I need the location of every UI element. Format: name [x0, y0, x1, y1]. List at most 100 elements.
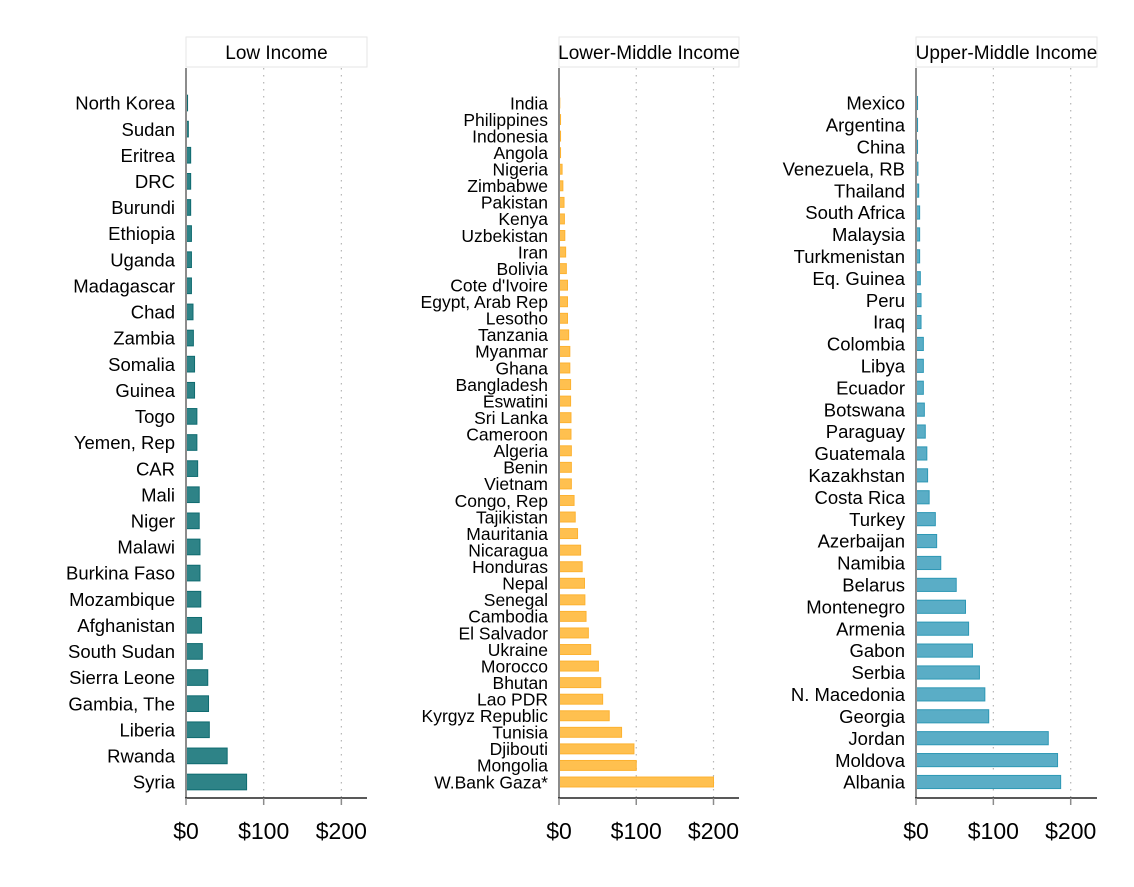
- category-label: China: [857, 136, 906, 157]
- bar: [185, 564, 201, 582]
- panel-title: Upper-Middle Income: [916, 43, 1098, 64]
- category-label: Cameroon: [466, 425, 548, 445]
- category-label: Rwanda: [107, 746, 176, 767]
- bar: [915, 665, 980, 680]
- category-label: Yemen, Rep: [74, 432, 175, 453]
- category-label: Mozambique: [69, 589, 175, 610]
- category-label: Venezuela, RB: [783, 158, 905, 179]
- bar: [558, 743, 635, 755]
- bar: [915, 446, 928, 461]
- category-label: Ethiopia: [108, 223, 176, 244]
- x-tick-label: $100: [611, 818, 662, 844]
- panel-header-box: [185, 36, 368, 68]
- category-label: Senegal: [484, 590, 548, 610]
- bar: [185, 538, 201, 556]
- bar: [558, 478, 572, 490]
- bar: [558, 577, 585, 589]
- panel-1: Low Income North Korea Sudan Eritrea DRC Buru…: [66, 36, 368, 844]
- category-label: Albania: [843, 772, 905, 793]
- category-label: Thailand: [834, 180, 905, 201]
- panel-title: Lower-Middle Income: [558, 43, 740, 64]
- category-label: Morocco: [481, 656, 548, 676]
- category-label: Turkmenistan: [794, 246, 905, 267]
- category-label: Botswana: [824, 399, 906, 420]
- bar: [915, 424, 926, 439]
- bar: [915, 533, 938, 549]
- bar: [558, 312, 568, 324]
- bar: [185, 721, 210, 739]
- category-label: Argentina: [826, 115, 906, 136]
- category-label: Eswatini: [483, 391, 548, 411]
- bar: [915, 402, 925, 417]
- category-label: Angola: [494, 143, 549, 163]
- category-label: Honduras: [472, 557, 548, 577]
- category-label: Niger: [131, 511, 175, 532]
- bar: [185, 747, 228, 765]
- bar: [558, 412, 572, 424]
- category-label: Moldova: [835, 750, 906, 771]
- bar: [558, 296, 568, 308]
- bar: [558, 693, 604, 705]
- category-label: Lao PDR: [477, 689, 548, 709]
- category-label: Madagascar: [73, 275, 175, 296]
- category-label: Congo, Rep: [455, 491, 548, 511]
- panel-title: Low Income: [225, 43, 327, 64]
- category-label: Sierra Leone: [69, 667, 175, 688]
- bar: [558, 759, 637, 771]
- category-label: Montenegro: [806, 596, 905, 617]
- category-label: Uganda: [110, 249, 176, 270]
- bar: [558, 428, 572, 440]
- bar: [185, 669, 209, 686]
- category-label: Syria: [133, 772, 176, 793]
- category-label: South Africa: [805, 202, 905, 223]
- category-label: Myanmar: [475, 342, 548, 362]
- bar: [558, 660, 599, 672]
- bar: [558, 263, 567, 275]
- category-label: Eritrea: [121, 145, 176, 166]
- bar: [558, 644, 592, 655]
- bar: [915, 753, 1059, 768]
- bar: [915, 468, 929, 483]
- category-label: Burundi: [111, 197, 175, 218]
- bar: [185, 590, 202, 608]
- category-label: Kenya: [498, 209, 548, 229]
- x-tick-label: $100: [968, 818, 1019, 844]
- category-label: W.Bank Gaza*: [434, 772, 548, 792]
- bar: [558, 461, 572, 473]
- bar: [185, 355, 196, 373]
- bar: [558, 511, 576, 523]
- bar: [558, 776, 715, 788]
- category-label: Lesotho: [486, 309, 548, 329]
- category-label: Egypt, Arab Rep: [421, 292, 548, 312]
- category-label: Pakistan: [481, 193, 548, 213]
- bar: [558, 345, 571, 357]
- x-tick-label: $0: [903, 818, 929, 844]
- category-label: Serbia: [852, 662, 906, 683]
- bar: [558, 627, 589, 639]
- bar: [185, 329, 194, 347]
- category-label: Algeria: [494, 441, 549, 461]
- category-label: Azerbaijan: [818, 531, 905, 552]
- bar: [185, 460, 199, 477]
- bar: [915, 731, 1049, 746]
- category-label: Kyrgyz Republic: [422, 706, 549, 726]
- category-label: Gambia, The: [68, 693, 175, 714]
- bar: [915, 490, 930, 505]
- panel-3: Upper-Middle Income MexicoArgentinaChinaV…: [783, 36, 1098, 844]
- category-label: Cambodia: [468, 607, 548, 627]
- category-label: Djibouti: [490, 739, 548, 759]
- bar: [915, 599, 967, 614]
- bar: [558, 362, 571, 374]
- category-label: N. Macedonia: [791, 684, 906, 705]
- category-label: Jordan: [848, 728, 905, 749]
- x-tick-label: $0: [546, 818, 572, 844]
- x-tick-label: $100: [238, 818, 289, 844]
- category-label: Guinea: [115, 380, 175, 401]
- category-label: Afghanistan: [77, 615, 175, 636]
- category-label: Nicaragua: [468, 540, 548, 560]
- category-label: Benin: [503, 458, 548, 478]
- category-label: Malawi: [117, 537, 175, 558]
- category-label: Ghana: [495, 358, 548, 378]
- bar: [185, 434, 198, 451]
